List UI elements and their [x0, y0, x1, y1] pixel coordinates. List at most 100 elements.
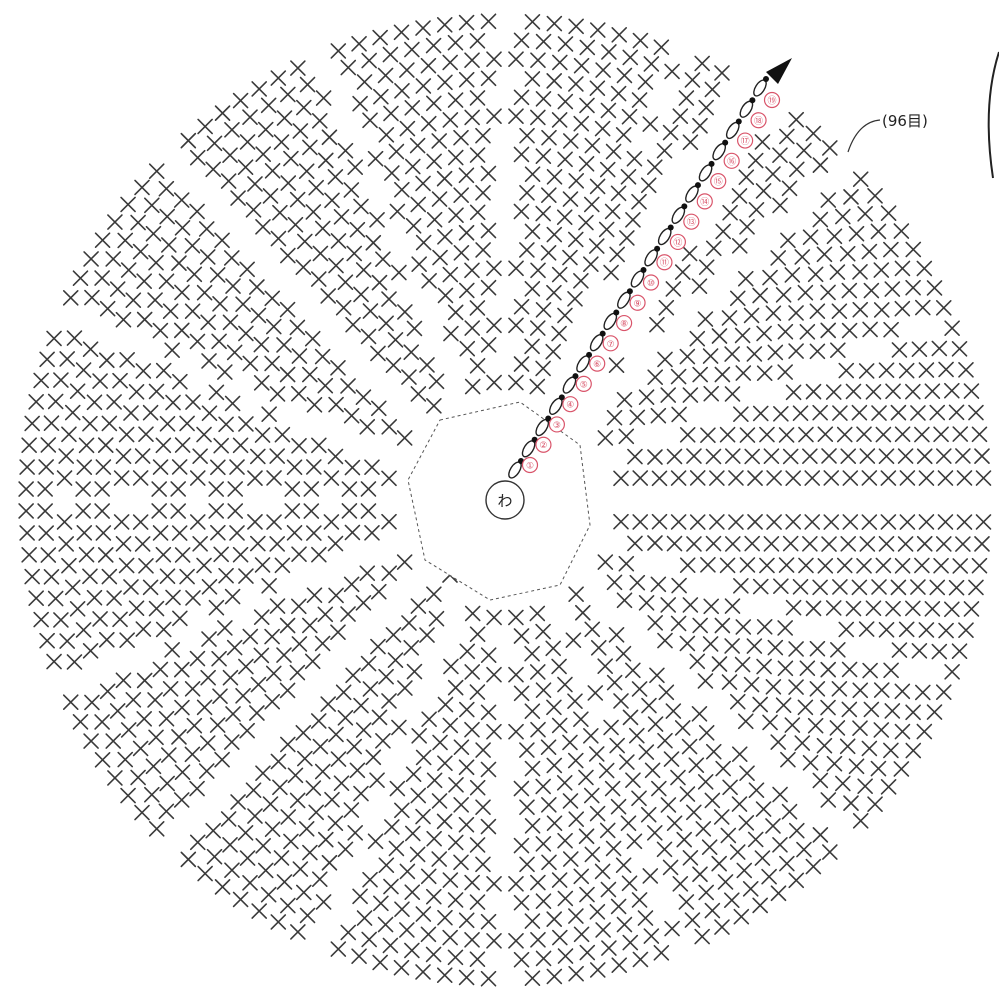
single-crochet-stitch: [409, 137, 426, 154]
single-crochet-stitch: [638, 595, 655, 611]
round-marker-circle: [548, 416, 565, 433]
single-crochet-stitch: [330, 233, 347, 249]
single-crochet-stitch: [184, 681, 201, 697]
single-crochet-stitch: [632, 514, 649, 530]
single-crochet-stitch: [666, 815, 683, 831]
round-marker-label: ①: [526, 462, 534, 472]
slip-stitch: [749, 97, 756, 104]
single-crochet-stitch: [775, 697, 792, 713]
single-crochet-stitch: [573, 711, 589, 728]
single-crochet-stitch: [744, 535, 760, 552]
single-crochet-stitch: [115, 672, 132, 689]
single-crochet-stitch: [165, 589, 181, 606]
single-crochet-stitch: [323, 514, 340, 530]
single-crochet-stitch: [610, 85, 627, 102]
single-crochet-stitch: [213, 437, 229, 454]
single-crochet-stitch: [739, 557, 756, 573]
single-crochet-stitch: [842, 514, 859, 530]
single-crochet-stitch: [225, 278, 241, 294]
single-crochet-stitch: [459, 701, 475, 718]
single-crochet-stitch: [775, 287, 792, 303]
single-crochet-stitch: [873, 682, 890, 698]
single-crochet-stitch: [464, 605, 481, 622]
single-crochet-stitch: [546, 226, 563, 243]
single-crochet-stitch: [578, 214, 594, 231]
single-crochet-stitch: [189, 470, 206, 486]
single-crochet-stitch: [318, 152, 334, 169]
single-crochet-stitch: [910, 405, 926, 421]
single-crochet-stitch: [852, 682, 869, 699]
single-crochet-stitch: [355, 262, 372, 278]
single-crochet-stitch: [120, 196, 136, 213]
single-crochet-stitch: [360, 503, 377, 519]
single-crochet-stitch: [388, 840, 405, 857]
single-crochet-stitch: [453, 854, 469, 871]
single-crochet-stitch: [638, 389, 655, 405]
single-crochet-stitch: [508, 374, 524, 391]
single-crochet-stitch: [578, 155, 595, 172]
single-crochet-stitch: [557, 151, 573, 168]
single-crochet-stitch: [200, 314, 216, 331]
single-crochet-stitch: [208, 503, 225, 519]
single-crochet-stitch: [830, 642, 846, 658]
single-crochet-stitch: [914, 557, 930, 574]
single-crochet-stitch: [302, 617, 318, 634]
single-crochet-stitch: [756, 365, 773, 382]
single-crochet-stitch: [230, 190, 246, 206]
single-crochet-stitch: [739, 765, 755, 782]
single-crochet-stitch: [148, 821, 165, 837]
single-crochet-stitch: [320, 288, 336, 304]
single-crochet-stitch: [43, 569, 60, 585]
single-crochet-stitch: [918, 514, 935, 530]
single-crochet-stitch: [145, 225, 162, 242]
single-crochet-stitch: [486, 374, 502, 391]
single-crochet-stitch: [360, 328, 377, 345]
single-crochet-stitch: [916, 448, 933, 465]
single-crochet-stitch: [310, 271, 327, 287]
single-crochet-stitch: [597, 658, 613, 674]
single-crochet-stitch: [58, 448, 74, 464]
single-crochet-stitch: [865, 600, 882, 616]
single-crochet-stitch: [681, 738, 698, 755]
single-crochet-stitch: [308, 179, 324, 196]
single-crochet-stitch: [109, 703, 126, 719]
single-crochet-stitch: [583, 196, 600, 213]
single-crochet-stitch: [72, 714, 89, 730]
single-crochet-stitch: [206, 135, 223, 152]
single-crochet-stitch: [748, 782, 765, 799]
single-crochet-stitch: [426, 586, 442, 602]
single-crochet-stitch: [384, 819, 400, 835]
single-crochet-stitch: [785, 514, 801, 530]
single-crochet-stitch: [826, 228, 843, 245]
single-crochet-stitch: [486, 609, 502, 626]
single-crochet-stitch: [524, 818, 541, 834]
single-crochet-stitch: [610, 898, 627, 915]
single-crochet-stitch: [346, 245, 363, 262]
round-marker-label: ⑫: [673, 237, 682, 248]
single-crochet-stitch: [458, 969, 475, 986]
single-crochet-stitch: [370, 583, 387, 600]
single-crochet-stitch: [404, 942, 420, 959]
single-crochet-stitch: [746, 638, 763, 654]
single-crochet-stitch: [631, 92, 648, 108]
single-crochet-stitch: [681, 245, 698, 262]
single-crochet-stitch: [290, 385, 307, 402]
single-crochet-stitch: [459, 643, 476, 660]
single-crochet-stitch: [625, 662, 641, 679]
single-crochet-stitch: [852, 720, 868, 736]
single-crochet-stitch: [944, 382, 960, 399]
single-crochet-stitch: [283, 833, 299, 850]
single-crochet-stitch: [453, 797, 469, 813]
single-crochet-stitch: [254, 427, 271, 443]
single-crochet-stitch: [637, 74, 654, 90]
single-crochet-stitch: [852, 171, 869, 188]
single-crochet-stitch: [299, 907, 316, 924]
single-crochet-stitch: [469, 684, 486, 700]
single-crochet-stitch: [314, 348, 331, 365]
single-crochet-stitch: [56, 470, 73, 486]
single-crochet-stitch: [312, 245, 329, 262]
single-crochet-stitch: [765, 818, 781, 834]
single-crochet-stitch: [269, 448, 285, 464]
single-crochet-stitch: [974, 448, 990, 464]
